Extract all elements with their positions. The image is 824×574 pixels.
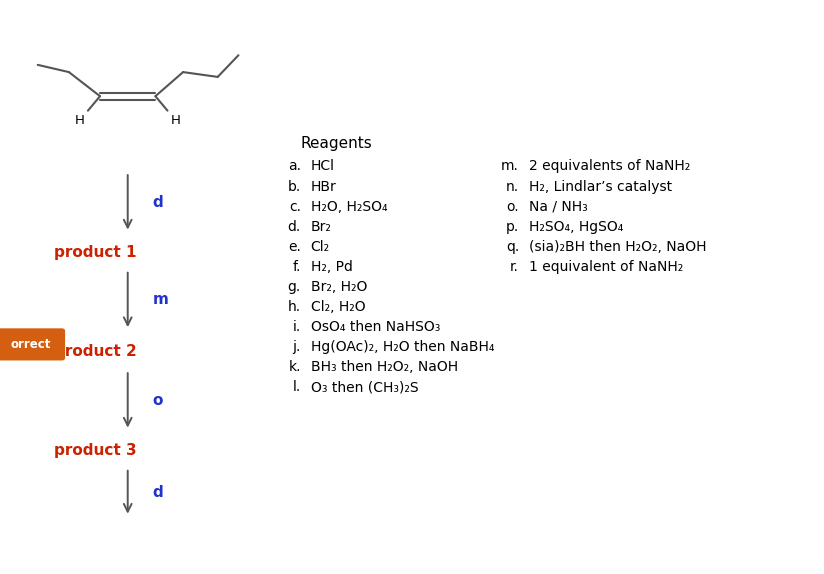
Text: f.: f. [293, 260, 301, 274]
Text: d: d [152, 195, 163, 210]
Text: Cl₂, H₂O: Cl₂, H₂O [311, 300, 365, 314]
Text: H: H [171, 114, 181, 127]
Text: HCl: HCl [311, 160, 335, 173]
Text: product 2: product 2 [54, 344, 136, 359]
Text: orrect: orrect [11, 338, 51, 351]
Text: l.: l. [293, 381, 301, 394]
Text: Br₂: Br₂ [311, 220, 331, 234]
Text: a.: a. [288, 160, 301, 173]
Text: k.: k. [288, 360, 301, 374]
Text: H: H [74, 114, 84, 127]
Text: BH₃ then H₂O₂, NaOH: BH₃ then H₂O₂, NaOH [311, 360, 458, 374]
Text: r.: r. [510, 260, 519, 274]
Text: product 3: product 3 [54, 443, 136, 458]
Text: H₂, Pd: H₂, Pd [311, 260, 353, 274]
Text: Reagents: Reagents [301, 136, 372, 151]
Text: o: o [152, 393, 163, 408]
Text: i.: i. [293, 320, 301, 334]
Text: OsO₄ then NaHSO₃: OsO₄ then NaHSO₃ [311, 320, 440, 334]
Text: 1 equivalent of NaNH₂: 1 equivalent of NaNH₂ [529, 260, 683, 274]
FancyBboxPatch shape [0, 328, 65, 360]
Text: Cl₂: Cl₂ [311, 240, 330, 254]
Text: j.: j. [293, 340, 301, 354]
Text: q.: q. [506, 240, 519, 254]
Text: g.: g. [288, 280, 301, 294]
Text: h.: h. [288, 300, 301, 314]
Text: H₂, Lindlar’s catalyst: H₂, Lindlar’s catalyst [529, 180, 672, 193]
Text: H₂O, H₂SO₄: H₂O, H₂SO₄ [311, 200, 387, 214]
Text: Br₂, H₂O: Br₂, H₂O [311, 280, 367, 294]
Text: product 1: product 1 [54, 245, 136, 260]
Text: m.: m. [501, 160, 519, 173]
Text: m: m [152, 292, 168, 308]
Text: p.: p. [506, 220, 519, 234]
Text: e.: e. [288, 240, 301, 254]
Text: d: d [152, 484, 163, 500]
Text: b.: b. [288, 180, 301, 193]
Text: n.: n. [506, 180, 519, 193]
Text: 2 equivalents of NaNH₂: 2 equivalents of NaNH₂ [529, 160, 691, 173]
Text: d.: d. [288, 220, 301, 234]
Text: HBr: HBr [311, 180, 336, 193]
Text: o.: o. [507, 200, 519, 214]
Text: c.: c. [288, 200, 301, 214]
Text: (sia)₂BH then H₂O₂, NaOH: (sia)₂BH then H₂O₂, NaOH [529, 240, 706, 254]
Text: O₃ then (CH₃)₂S: O₃ then (CH₃)₂S [311, 381, 419, 394]
Text: Hg(OAc)₂, H₂O then NaBH₄: Hg(OAc)₂, H₂O then NaBH₄ [311, 340, 494, 354]
Text: Na / NH₃: Na / NH₃ [529, 200, 588, 214]
Text: H₂SO₄, HgSO₄: H₂SO₄, HgSO₄ [529, 220, 624, 234]
